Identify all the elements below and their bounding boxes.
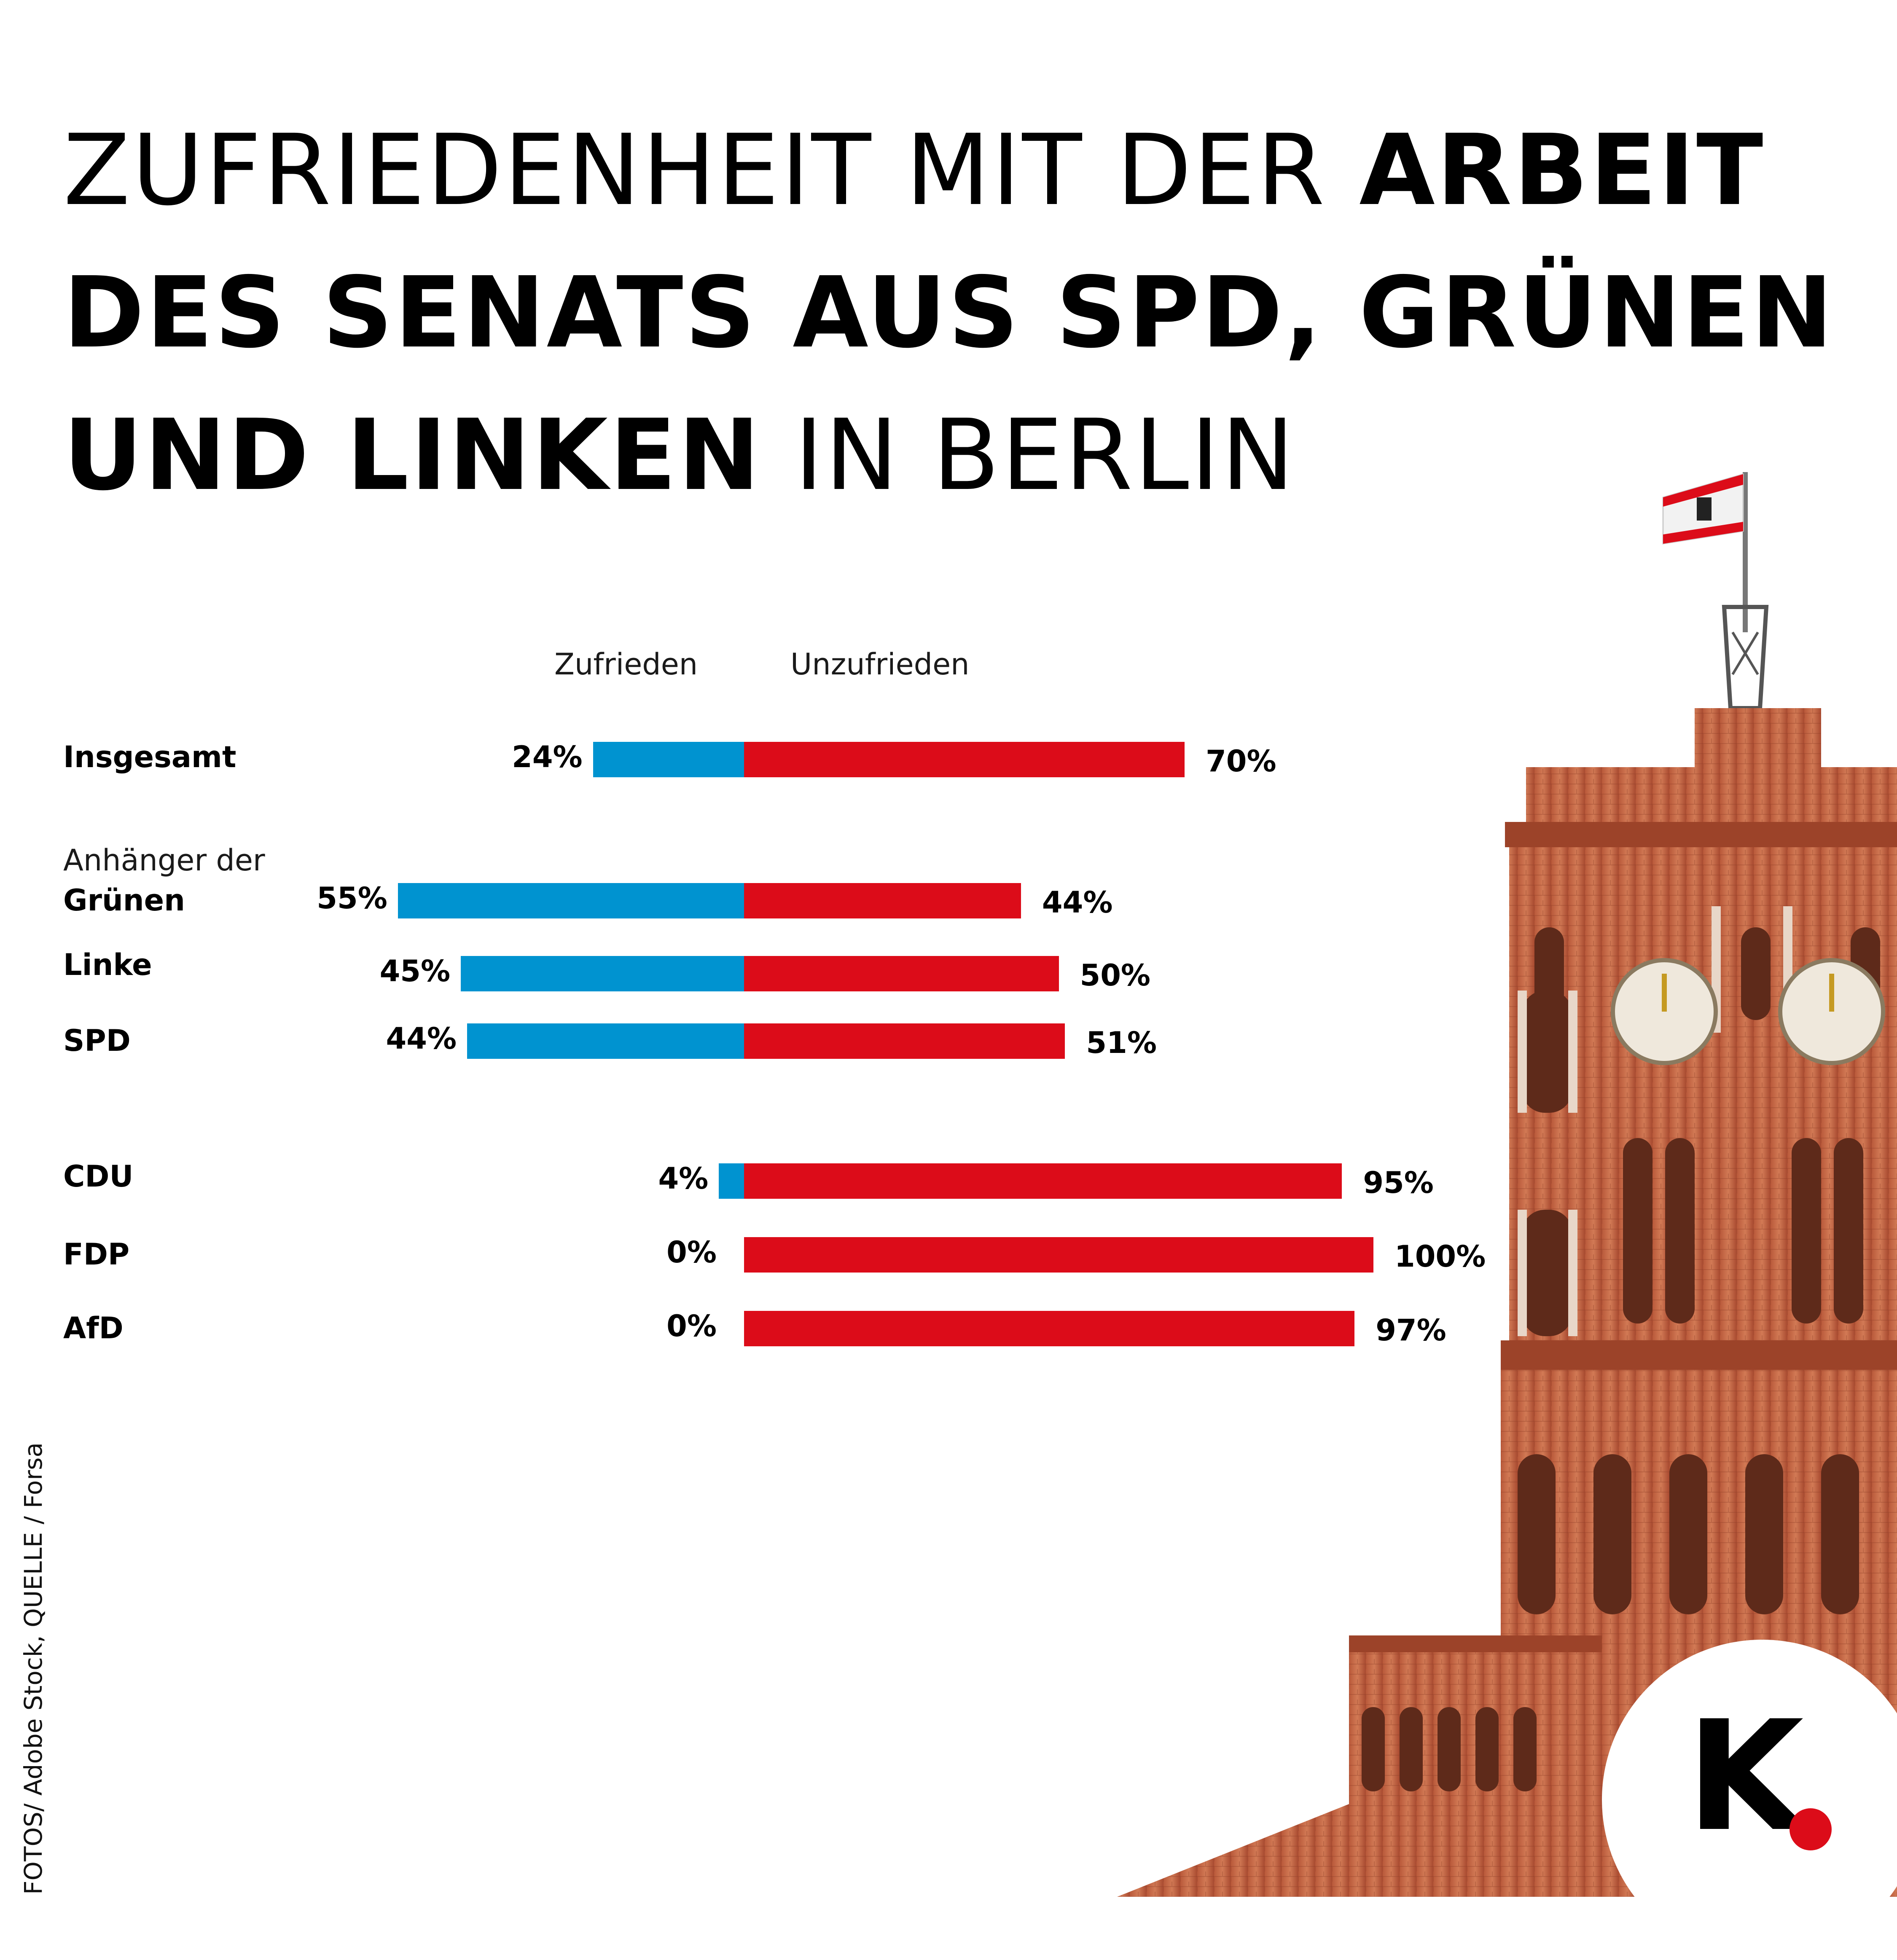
- group-label: Anhänger der: [63, 843, 265, 878]
- value-label-zufrieden: 0%: [666, 1235, 717, 1270]
- logo-dot-icon: [1790, 1808, 1832, 1850]
- value-label-unzufrieden: 100%: [1395, 1239, 1486, 1274]
- bar-unzufrieden: [744, 742, 1185, 777]
- title-line-3: UND LINKEN IN BERLIN: [63, 384, 1834, 526]
- diverging-bar-chart: Zufrieden Unzufrieden Anhänger der Insge…: [63, 647, 1486, 1348]
- chart-title: ZUFRIEDENHEIT MIT DER ARBEIT DES SENATS …: [63, 99, 1834, 526]
- category-label: Grünen: [63, 883, 185, 918]
- value-label-zufrieden: 44%: [386, 1021, 457, 1056]
- bar-unzufrieden: [744, 1163, 1342, 1199]
- bar-zufrieden: [593, 742, 744, 777]
- category-label: FDP: [63, 1237, 130, 1272]
- title-light-part: IN BERLIN: [761, 398, 1296, 512]
- bar-unzufrieden: [744, 1311, 1355, 1346]
- title-line-1: ZUFRIEDENHEIT MIT DER ARBEIT: [63, 99, 1834, 242]
- bar-zufrieden: [398, 883, 744, 918]
- value-label-unzufrieden: 70%: [1206, 744, 1276, 779]
- value-label-unzufrieden: 50%: [1080, 958, 1151, 993]
- value-label-unzufrieden: 95%: [1363, 1165, 1434, 1200]
- title-light-part: ZUFRIEDENHEIT MIT DER: [63, 113, 1360, 227]
- value-label-unzufrieden: 97%: [1376, 1313, 1446, 1348]
- category-label: Linke: [63, 948, 152, 982]
- value-label-zufrieden: 55%: [317, 881, 387, 916]
- category-label: Insgesamt: [63, 740, 236, 774]
- value-label-unzufrieden: 51%: [1086, 1026, 1157, 1060]
- logo-letter: K: [1686, 1688, 1804, 1865]
- bar-unzufrieden: [744, 1237, 1373, 1273]
- value-label-zufrieden: 24%: [512, 740, 583, 774]
- bar-zufrieden: [719, 1163, 744, 1199]
- title-bold-part: ARBEIT: [1359, 113, 1765, 227]
- category-label: SPD: [63, 1023, 131, 1058]
- bar-unzufrieden: [744, 956, 1059, 991]
- bar-zufrieden: [467, 1023, 744, 1059]
- bar-unzufrieden: [744, 1023, 1065, 1059]
- value-label-zufrieden: 45%: [379, 954, 451, 988]
- category-label: AfD: [63, 1311, 124, 1345]
- legend-unzufrieden: Unzufrieden: [790, 647, 970, 682]
- legend-zufrieden: Zufrieden: [554, 647, 698, 682]
- category-label: CDU: [63, 1159, 134, 1194]
- value-label-zufrieden: 4%: [658, 1161, 709, 1196]
- bar-zufrieden: [461, 956, 744, 991]
- bar-unzufrieden: [744, 883, 1021, 918]
- value-label-zufrieden: 0%: [666, 1309, 717, 1343]
- value-label-unzufrieden: 44%: [1042, 885, 1113, 920]
- source-credit: FOTOS/ Adobe Stock, QUELLE / Forsa: [19, 1442, 48, 1895]
- title-bold-part: UND LINKEN: [63, 398, 762, 512]
- title-line-2: DES SENATS AUS SPD, GRÜNEN: [63, 256, 1835, 370]
